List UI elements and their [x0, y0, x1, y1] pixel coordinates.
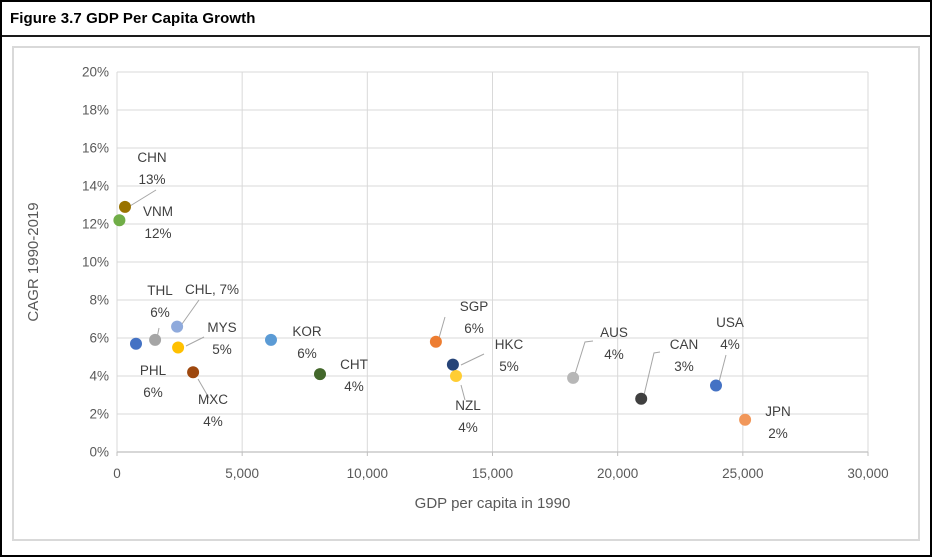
data-label-AUS: AUS: [600, 325, 628, 340]
data-label-CAN: CAN: [670, 337, 699, 352]
data-label-USA: 4%: [720, 337, 740, 352]
data-label-HKC: HKC: [495, 337, 524, 352]
data-point-THL: [149, 333, 162, 346]
leader-line-HKC: [460, 353, 485, 366]
data-label-PHL: PHL: [140, 363, 167, 378]
y-tick-label: 14%: [82, 179, 109, 194]
data-point-USA: [710, 379, 722, 392]
data-label-CHT: 4%: [344, 379, 364, 394]
x-tick-label: 5,000: [225, 466, 259, 481]
x-tick-label: 20,000: [597, 466, 638, 481]
leader-line-NZL: [460, 384, 466, 401]
y-tick-label: 2%: [89, 407, 109, 422]
y-tick-label: 12%: [82, 217, 109, 232]
data-label-CHT: CHT: [340, 357, 368, 372]
data-point-CHL: [171, 320, 184, 333]
data-label-MYS: 5%: [212, 342, 232, 357]
data-label-CHN: CHN: [137, 150, 166, 165]
data-point-PHL: [130, 337, 142, 350]
data-label-MXC: MXC: [198, 392, 228, 407]
chart-box: 0% 2% 4% 6% 8% 10% 12% 14% 16% 18% 20% 0 5,000 10,000…: [12, 46, 920, 541]
data-label-SGP: SGP: [460, 299, 489, 314]
data-label-HKC: 5%: [499, 359, 519, 374]
data-label-CHN: 13%: [138, 172, 165, 187]
leader-line-CHN: [129, 189, 157, 207]
data-point-MYS: [172, 341, 185, 354]
data-point-NZL: [450, 370, 462, 382]
y-tick-label: 18%: [82, 103, 109, 118]
data-label-CHL: CHL, 7%: [185, 282, 239, 297]
data-label-NZL: NZL: [455, 398, 481, 413]
data-point-HKC: [446, 358, 459, 371]
leader-line-MYS: [185, 336, 205, 347]
data-label-MYS: MYS: [207, 320, 236, 335]
data-point-JPN: [739, 413, 752, 426]
data-label-CAN: 3%: [674, 359, 694, 374]
data-label-USA: USA: [716, 315, 744, 330]
scatter-chart: 0% 2% 4% 6% 8% 10% 12% 14% 16% 18% 20% 0 5,000 10,000…: [25, 65, 889, 513]
y-tick-label: 6%: [89, 331, 109, 346]
x-tick-label: 0: [113, 466, 121, 481]
data-label-KOR: 6%: [297, 346, 317, 361]
data-point-SGP: [429, 335, 442, 348]
data-point-CAN: [635, 392, 648, 405]
data-label-SGP: 6%: [464, 321, 484, 336]
figure-title: Figure 3.7 GDP Per Capita Growth: [10, 10, 256, 27]
data-label-NZL: 4%: [458, 420, 478, 435]
data-label-THL: 6%: [150, 305, 170, 320]
y-tick-label: 10%: [82, 255, 109, 270]
leader-line-SGP: [438, 316, 446, 339]
figure-title-bar: Figure 3.7 GDP Per Capita Growth: [2, 2, 930, 37]
y-tick-label: 20%: [82, 65, 109, 80]
x-tick-label: 10,000: [347, 466, 388, 481]
y-tick-label: 16%: [82, 141, 109, 156]
y-tick-label: 8%: [89, 293, 109, 308]
data-label-THL: THL: [147, 283, 173, 298]
data-label-KOR: KOR: [292, 324, 322, 339]
leader-line-CAN: [643, 351, 661, 396]
y-tick-label: 4%: [89, 369, 109, 384]
x-tick-label: 15,000: [472, 466, 513, 481]
data-point-AUS: [567, 371, 580, 384]
data-label-AUS: 4%: [604, 347, 624, 362]
leader-line-AUS: [574, 340, 594, 375]
data-point-VNM: [113, 214, 126, 227]
leader-line-USA: [718, 354, 727, 383]
data-label-JPN: 2%: [768, 426, 788, 441]
data-point-KOR: [265, 333, 277, 346]
data-label-JPN: JPN: [765, 404, 791, 419]
leader-line-CHL: [181, 299, 200, 325]
data-point-MXC: [187, 366, 200, 379]
data-label-MXC: 4%: [203, 414, 223, 429]
data-point-CHN: [119, 200, 131, 213]
data-label-VNM: VNM: [143, 204, 173, 219]
x-axis-title: GDP per capita in 1990: [415, 495, 571, 512]
data-label-VNM: 12%: [144, 226, 171, 241]
y-axis-title: CAGR 1990-2019: [25, 202, 42, 321]
data-point-CHT: [314, 368, 326, 381]
y-tick-label: 0%: [89, 445, 109, 460]
x-tick-label: 25,000: [722, 466, 763, 481]
leader-line-MXC: [197, 378, 210, 399]
data-label-PHL: 6%: [143, 385, 163, 400]
x-tick-label: 30,000: [847, 466, 888, 481]
